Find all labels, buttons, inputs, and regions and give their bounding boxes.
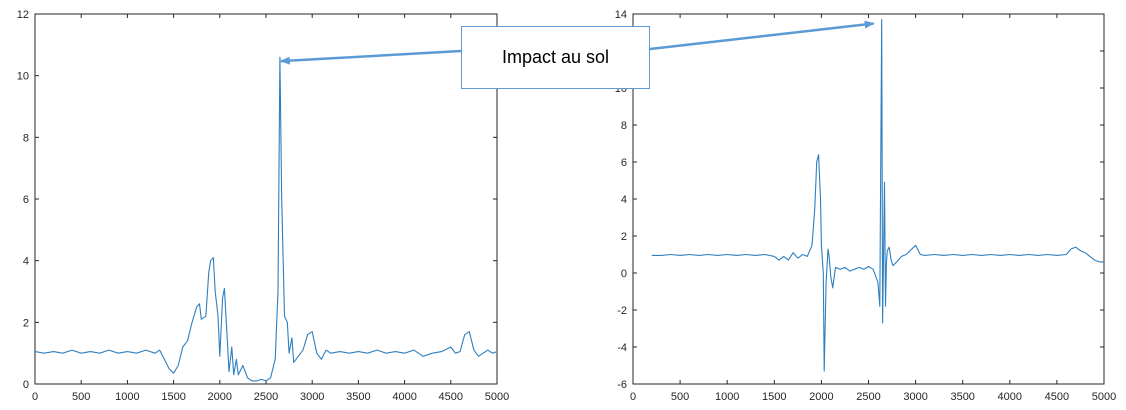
x-tick-label: 5000 bbox=[1092, 391, 1116, 403]
plot-area bbox=[632, 13, 1105, 385]
x-tick-label: 500 bbox=[671, 391, 689, 403]
y-tick-label: 4 bbox=[621, 194, 627, 206]
chart-left: 0 500 1000 1500 2000 2500 3000 3500 4000 4500 5000… bbox=[17, 9, 509, 403]
y-tick-label: -2 bbox=[617, 305, 627, 317]
y-tick-label: 12 bbox=[17, 9, 29, 21]
y-tick-label: 4 bbox=[23, 256, 29, 268]
x-tick-label: 3500 bbox=[950, 391, 974, 403]
series-line bbox=[651, 19, 1104, 372]
x-tick-label: 1500 bbox=[161, 391, 185, 403]
x-tick-label: 5000 bbox=[485, 391, 509, 403]
x-tick-label: 1000 bbox=[115, 391, 139, 403]
x-tick-label: 1500 bbox=[762, 391, 786, 403]
y-tick-label: 8 bbox=[23, 132, 29, 144]
x-tick-label: 3000 bbox=[300, 391, 324, 403]
chart-right: 0 500 1000 1500 2000 2500 3000 3500 4000 4500 5000… bbox=[615, 9, 1116, 403]
x-tick-label: 2000 bbox=[208, 391, 232, 403]
x-tick-label: 2500 bbox=[856, 391, 880, 403]
x-tick-label: 2500 bbox=[254, 391, 278, 403]
series-line bbox=[34, 56, 498, 382]
y-tick-label: 8 bbox=[621, 120, 627, 132]
y-tick-label: 6 bbox=[621, 157, 627, 169]
y-tick-label: -4 bbox=[617, 342, 627, 354]
x-tick-label: 4000 bbox=[392, 391, 416, 403]
x-tick-label: 3500 bbox=[346, 391, 370, 403]
y-tick-label: 0 bbox=[621, 268, 627, 280]
plot-area bbox=[34, 13, 498, 385]
annotation-label: Impact au sol bbox=[501, 47, 610, 67]
annotation-arrows bbox=[279, 20, 875, 65]
y-tick-label: 2 bbox=[621, 231, 627, 243]
y-tick-label: 0 bbox=[23, 379, 29, 391]
x-tick-label: 500 bbox=[72, 391, 90, 403]
x-tick-label: 4500 bbox=[1045, 391, 1069, 403]
x-tick-label: 4000 bbox=[998, 391, 1022, 403]
arrow-left bbox=[279, 49, 462, 65]
x-tick-label: 2000 bbox=[809, 391, 833, 403]
x-tick-label: 4500 bbox=[439, 391, 463, 403]
y-tick-label: -6 bbox=[617, 379, 627, 391]
annotation-box: Impact au sol bbox=[461, 26, 650, 89]
y-tick-label: 14 bbox=[615, 9, 627, 21]
x-tick-label: 1000 bbox=[715, 391, 739, 403]
y-tick-label: 2 bbox=[23, 317, 29, 329]
x-tick-label: 0 bbox=[32, 391, 38, 403]
y-tick-label: 10 bbox=[17, 71, 29, 83]
y-tick-label: 6 bbox=[23, 194, 29, 206]
x-tick-label: 3000 bbox=[903, 391, 927, 403]
arrow-right bbox=[649, 20, 875, 51]
x-tick-label: 0 bbox=[630, 391, 636, 403]
